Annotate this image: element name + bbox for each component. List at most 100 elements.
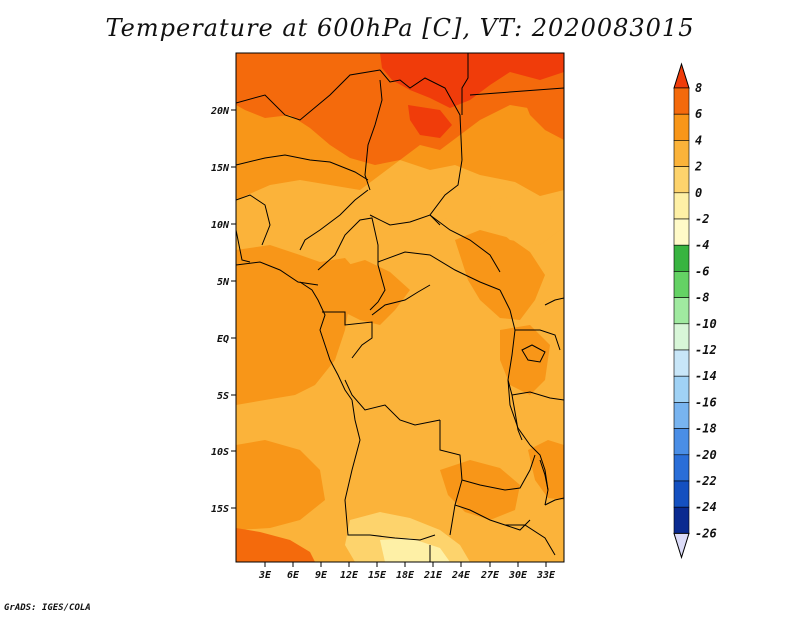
colorbar-swatch (673, 349, 690, 377)
lon-label: 33E (536, 570, 556, 581)
border-drc-west (344, 379, 441, 426)
colorbar-label: -12 (695, 343, 717, 357)
lat-label: 10S (211, 447, 229, 458)
colorbar-label: 8 (695, 81, 702, 95)
border-zambia (461, 454, 536, 491)
temperature-field (236, 53, 564, 562)
lon-label: 9E (315, 570, 328, 581)
colorbar-swatch (673, 140, 690, 167)
colorbar-label: -22 (695, 474, 717, 488)
border-kenya (544, 297, 564, 306)
colorbar-label: -16 (695, 395, 717, 409)
lon-label: 30E (508, 570, 528, 581)
field-4to6-southwest (236, 528, 315, 562)
border-tanzania (511, 391, 564, 401)
lon-label: 6E (287, 570, 300, 581)
field-2to4-southwest (236, 440, 325, 530)
lon-label: 21E (423, 570, 443, 581)
border-nigeria-cameroon (299, 189, 369, 251)
border-cameroon (317, 217, 386, 311)
border-niger-chad (364, 79, 383, 191)
lake-malawi (539, 459, 549, 491)
colorbar-label: 0 (695, 186, 702, 200)
border-zambia-south (454, 504, 531, 531)
lon-label: 24E (451, 570, 471, 581)
lon-label: 27E (480, 570, 500, 581)
field-4to6-east (520, 85, 564, 140)
colorbar-label: -2 (695, 212, 709, 226)
field-gt6-patch (408, 105, 452, 138)
plot-frame (235, 52, 565, 563)
field-2to4-west (236, 245, 360, 405)
border-libya-egypt (461, 53, 469, 115)
colorbar-label: 6 (695, 107, 702, 121)
border-angola-zambia (439, 420, 463, 536)
colorbar-label: -8 (695, 291, 709, 305)
border-nigeria (236, 154, 369, 181)
colorbar-bottom-arrow (673, 532, 690, 560)
field-2to4-southeast (528, 440, 564, 500)
border-gabon (322, 311, 373, 359)
colorbar-swatch (673, 428, 690, 456)
field-2to4-central (330, 260, 410, 325)
colorbar-swatch (673, 506, 690, 534)
colorbar-swatch (673, 244, 690, 272)
field-gt6-north (380, 53, 564, 108)
colorbar-swatch (673, 402, 690, 429)
colorbar-swatch (673, 113, 690, 141)
lat-axis: 20N 15N 10N 5N EQ 5S 10S 15S (210, 106, 236, 515)
colorbar-top-arrow (673, 62, 690, 89)
border-congo (371, 284, 431, 316)
lat-label: 15N (211, 163, 230, 174)
colorbar-swatch (673, 297, 690, 325)
border-uganda (515, 329, 561, 351)
colorbar-label: -20 (695, 448, 717, 462)
colorbar-label: -14 (695, 369, 717, 383)
lat-label: EQ (217, 334, 229, 345)
field-2to4-east (455, 230, 545, 320)
country-borders (236, 53, 564, 562)
lon-label: 18E (396, 570, 415, 581)
border-algeria-niger (236, 69, 381, 121)
coastline-west (236, 229, 353, 401)
field-0to2-sudan (490, 195, 560, 245)
field-0to2-sahel (265, 182, 350, 232)
colorbar-swatch (673, 271, 690, 298)
field-0to2-chad (385, 172, 470, 222)
colorbar-swatch (673, 87, 690, 115)
lon-label: 3E (258, 570, 272, 581)
lon-label: 15E (368, 570, 387, 581)
lat-label: 20N (210, 106, 230, 117)
colorbar-swatch (673, 218, 690, 246)
colorbar-label: -6 (695, 264, 709, 278)
border-libya-chad (379, 69, 463, 161)
border-car-south (377, 251, 501, 291)
border-cameroon-west (236, 261, 319, 286)
colorbar-swatch (673, 192, 690, 220)
colorbar-label: -26 (695, 526, 717, 540)
lat-label: 10N (211, 220, 230, 231)
lat-label: 15S (211, 504, 229, 515)
border-angola (344, 399, 436, 541)
colorbar-swatch (673, 375, 690, 403)
border-chad-sudan (429, 159, 463, 226)
grads-credit: GrADS: IGES/COLA (4, 603, 91, 613)
border-malawi (529, 444, 549, 506)
colorbar-label: 2 (694, 160, 702, 174)
colorbar-label: -4 (695, 238, 709, 252)
field-2to4-east2 (500, 325, 550, 395)
colorbar-swatch (673, 166, 690, 194)
lake-tanganyika (507, 379, 523, 441)
border-egypt-sudan (469, 87, 564, 96)
lat-label: 5N (217, 277, 230, 288)
lon-label: 12E (340, 570, 359, 581)
border-west-africa (236, 194, 271, 246)
field-m2to0-south2 (380, 538, 450, 562)
colorbar-swatch (673, 480, 690, 508)
border-car (369, 214, 501, 273)
colorbar-swatch (673, 454, 690, 482)
lat-label: 5S (217, 391, 229, 402)
colorbar: 8 6 4 2 0 -2 -4 -6 -8 -10 -12 -14 -16 -18 -20 -22 -24 -26 (673, 62, 717, 560)
colorbar-label: -18 (695, 422, 717, 436)
